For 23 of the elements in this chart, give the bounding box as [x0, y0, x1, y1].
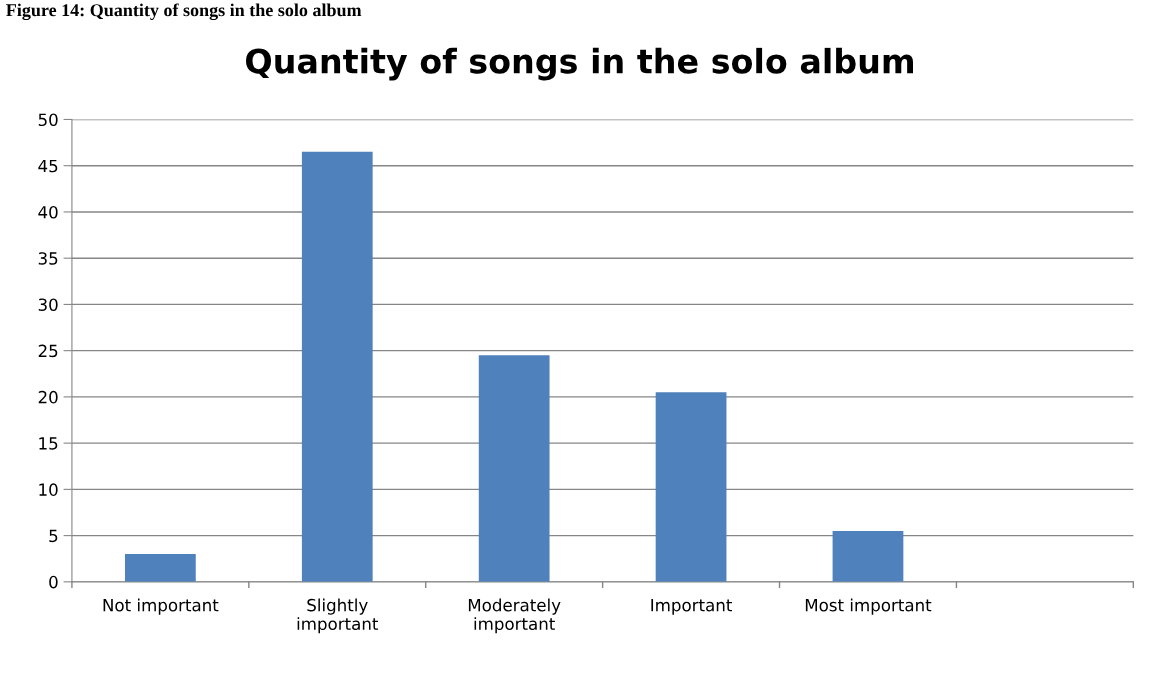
bar [655, 392, 727, 582]
y-tick-label: 45 [38, 159, 58, 173]
bar [832, 530, 904, 582]
y-tick-label: 10 [39, 483, 58, 496]
chart-title: Quantity of songs in the solo album [246, 47, 913, 81]
bar [124, 554, 196, 582]
y-tick-label: 50 [38, 113, 58, 127]
x-tick-label: Not important [103, 598, 219, 615]
caption: Figure 14: Quantity of songs in the solo album [6, 3, 362, 21]
bar [301, 151, 373, 582]
y-tick-label: 20 [38, 390, 58, 404]
x-tick-label: Moderately important [468, 598, 561, 634]
y-tick-label: 40 [38, 205, 58, 219]
y-tick-label: 5 [49, 529, 58, 543]
y-tick-label: 0 [49, 575, 58, 589]
y-tick-label: 25 [38, 344, 58, 358]
x-tick-label: Most important [805, 598, 932, 615]
y-tick-label: 15 [39, 437, 58, 450]
x-tick-label: Slightly important [297, 598, 379, 634]
bar [478, 355, 550, 582]
x-tick-label: Important [651, 599, 732, 615]
y-tick-label: 30 [38, 298, 58, 311]
y-tick-label: 35 [38, 252, 58, 265]
